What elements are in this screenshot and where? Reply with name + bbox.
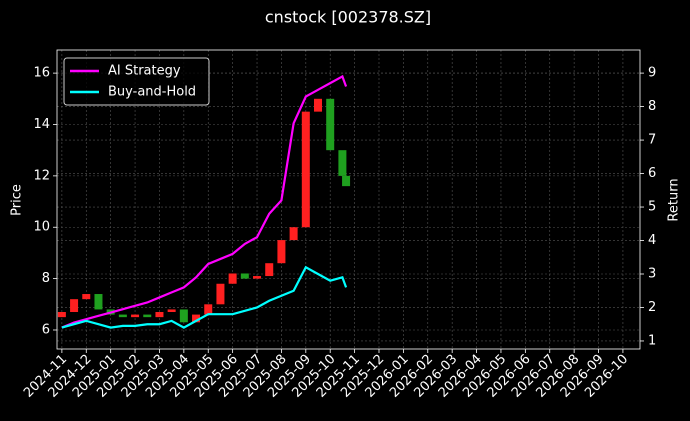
y-tick-label: 10 (33, 220, 50, 235)
y2-tick-label: 7 (648, 133, 656, 148)
y-tick-label: 8 (42, 271, 50, 286)
candle (167, 309, 176, 313)
y-tick-label: 16 (33, 66, 50, 81)
candle (277, 240, 286, 264)
y2-axis-label: Return (667, 178, 682, 221)
y2-tick-label: 3 (648, 266, 656, 281)
y-tick-label: 14 (33, 117, 50, 132)
y-tick-label: 6 (42, 322, 50, 337)
candle (240, 273, 249, 279)
candle (143, 314, 152, 318)
candle (179, 309, 188, 323)
y-tick-label: 12 (33, 168, 50, 183)
candle (289, 227, 298, 241)
candle (57, 312, 66, 318)
line-series (61, 265, 348, 329)
candle (192, 314, 201, 323)
legend-label: Buy-and-Hold (108, 85, 196, 100)
candle (326, 98, 335, 151)
candle (70, 299, 79, 313)
candle (155, 312, 164, 318)
candle (204, 304, 213, 315)
legend-box (63, 57, 210, 106)
candle (82, 294, 91, 300)
candle (228, 273, 237, 284)
legend-label: AI Strategy (108, 64, 181, 79)
line-series (61, 74, 348, 329)
y-axis-label: Price (10, 184, 25, 216)
legend: AI Strategy Buy-and-Hold (63, 57, 210, 106)
plot-frame (56, 49, 641, 350)
y2-tick-label: 6 (648, 166, 656, 181)
candle (216, 283, 225, 305)
candle (265, 263, 274, 277)
candle (301, 111, 310, 228)
y2-tick-label: 8 (648, 99, 656, 114)
candle (253, 276, 262, 279)
candle (342, 175, 351, 187)
candle (314, 98, 323, 112)
y2-tick-label: 5 (648, 200, 656, 215)
candle (94, 294, 103, 310)
y2-tick-label: 9 (648, 66, 656, 81)
chart-title: cnstock [002378.SZ] (265, 8, 431, 27)
y2-tick-label: 1 (648, 333, 656, 348)
y2-tick-label: 4 (648, 233, 656, 248)
candle (338, 150, 347, 176)
y2-tick-label: 2 (648, 300, 656, 315)
candle (118, 314, 127, 318)
candle (131, 314, 140, 318)
